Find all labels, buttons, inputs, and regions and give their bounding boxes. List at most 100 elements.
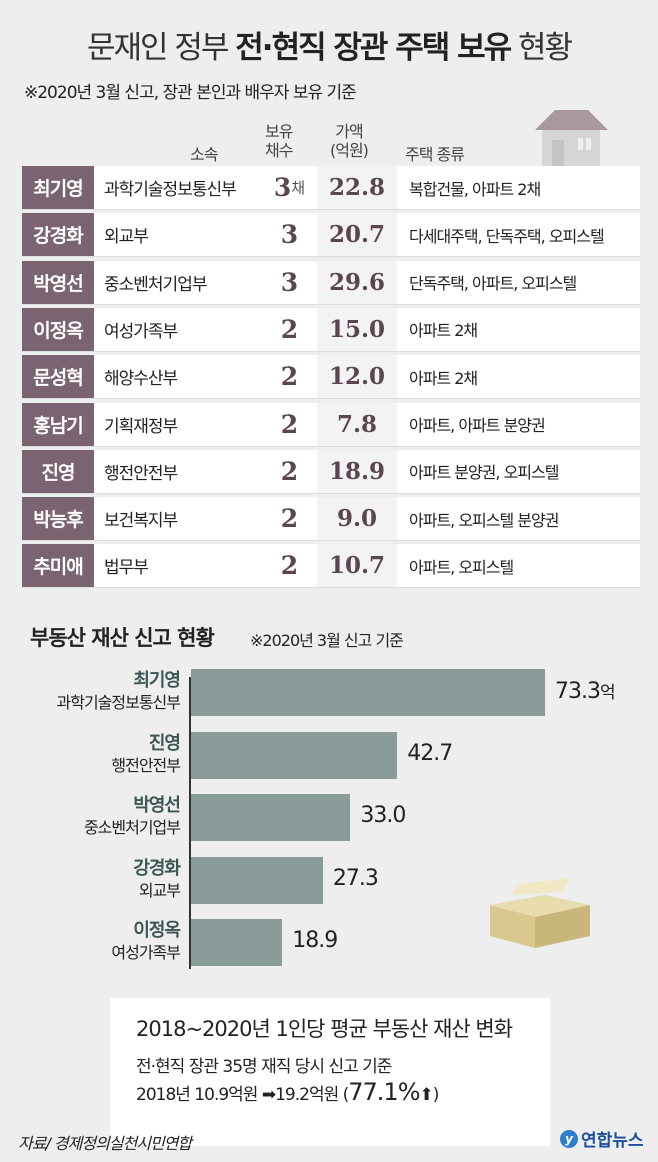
table-row: 박능후 보건복지부 2 9.0 아파트, 오피스텔 분양권 <box>22 497 640 542</box>
minister-name: 홍남기 <box>22 402 94 446</box>
house-type: 아파트, 오피스텔 분양권 <box>409 510 559 530</box>
bar-category: 진영 행전안전부 <box>111 732 181 777</box>
house-type: 단독주택, 아파트, 오피스텔 <box>409 274 577 294</box>
bar-name: 박영선 <box>133 795 181 816</box>
count-value: 2 <box>280 456 299 486</box>
house-count: 2 <box>262 308 317 351</box>
summary-line: 2018년 10.9억원 ➡19.2억원 (77.1%⬆) <box>136 1078 440 1106</box>
chart-title: 부동산 재산 신고 현황 <box>30 626 215 650</box>
ministry: 기획재정부 <box>104 416 178 437</box>
page-title: 문재인 정부 전·현직 장관 주택 보유 현황 <box>0 22 658 67</box>
title-pre: 문재인 정부 <box>86 30 236 66</box>
bar-value-label: 33.0 <box>360 803 406 828</box>
count-value: 2 <box>280 504 299 534</box>
bar-dept: 외교부 <box>138 880 181 900</box>
house-type: 다세대주택, 단독주택, 오피스텔 <box>409 226 605 246</box>
minister-name: 강경화 <box>22 213 94 257</box>
summary-box <box>110 998 550 1146</box>
bar <box>191 856 323 904</box>
bar <box>191 669 545 716</box>
summary-subtitle: 전·현직 장관 35명 재직 당시 신고 기준 <box>136 1057 392 1077</box>
bar-value-label: 42.7 <box>407 740 453 766</box>
table-note: ※2020년 3월 신고, 장관 본인과 배우자 보유 기준 <box>24 83 357 103</box>
bar-value: 73.3 <box>555 679 601 704</box>
logo: y 연합뉴스 <box>560 1126 644 1151</box>
house-value: 29.6 <box>317 260 397 304</box>
count-unit: 채 <box>291 179 306 197</box>
minister-name: 진영 <box>22 449 94 493</box>
summary-close: ) <box>432 1085 440 1105</box>
house-value: 15.0 <box>317 307 397 351</box>
house-count: 2 <box>262 355 317 398</box>
bar-value-label: 73.3억 <box>555 678 616 704</box>
source-text: 자료/ 경제정의실천시민연합 <box>18 1134 192 1153</box>
house-count: 2 <box>262 450 317 493</box>
title-post: 현황 <box>510 30 573 66</box>
count-value: 2 <box>280 314 299 344</box>
header-type: 주택 종류 <box>405 145 465 164</box>
up-arrow-icon: ⬆ <box>419 1085 434 1105</box>
bar-value: 42.7 <box>407 740 453 766</box>
house-value: 22.8 <box>317 166 397 209</box>
header-count: 보유 채수 <box>265 122 293 160</box>
table-row: 홍남기 기획재정부 2 7.8 아파트, 아파트 분양권 <box>22 402 640 447</box>
ministry: 행전안전부 <box>104 463 178 484</box>
bar-name: 최기영 <box>133 670 181 691</box>
house-value: 7.8 <box>317 402 397 446</box>
summary-title: 2018~2020년 1인당 평균 부동산 재산 변화 <box>136 1017 513 1041</box>
table-row: 문성혁 해양수산부 2 12.0 아파트 2채 <box>22 355 640 400</box>
house-value: 18.9 <box>317 449 397 493</box>
house-value: 9.0 <box>317 497 397 541</box>
bar-dept: 중소벤처기업부 <box>83 818 181 837</box>
house-type: 복합건물, 아파트 2채 <box>409 179 541 199</box>
house-count: 3 <box>262 261 317 304</box>
table-row: 추미애 법무부 2 10.7 아파트, 오피스텔 <box>22 544 640 589</box>
bar-value: 18.9 <box>292 928 338 953</box>
bar <box>191 919 283 966</box>
minister-name: 추미애 <box>22 544 94 588</box>
bar <box>191 794 351 841</box>
house-type: 아파트, 오피스텔 <box>409 557 514 577</box>
minister-name: 최기영 <box>22 166 94 209</box>
bar-dept: 과학기술정보통신부 <box>56 693 181 712</box>
table-row: 강경화 외교부 3 20.7 다세대주택, 단독주택, 오피스텔 <box>22 213 640 258</box>
bar-value-label: 18.9 <box>292 928 338 953</box>
summary-pct: 77.1% <box>348 1078 420 1106</box>
house-type: 아파트 2채 <box>409 368 478 388</box>
bar-name: 이정옥 <box>133 920 181 941</box>
house-type: 아파트, 아파트 분양권 <box>409 416 546 435</box>
house-count: 2 <box>262 497 317 540</box>
house-value: 10.7 <box>317 544 397 588</box>
bar-name: 강경화 <box>133 857 181 879</box>
ministry: 여성가족부 <box>104 321 178 342</box>
bar-dept: 행전안전부 <box>111 755 181 775</box>
count-value: 2 <box>280 551 299 581</box>
bar-unit: 억 <box>599 683 616 703</box>
house-value: 20.7 <box>317 213 397 257</box>
bar-category: 강경화 외교부 <box>133 857 181 902</box>
money-stack-icon <box>490 878 590 948</box>
chart-subtitle: ※2020년 3월 신고 기준 <box>250 631 404 650</box>
minister-name: 문성혁 <box>22 355 94 399</box>
table-row: 이정옥 여성가족부 2 15.0 아파트 2채 <box>22 307 640 352</box>
table-row: 진영 행전안전부 2 18.9 아파트 분양권, 오피스텔 <box>22 449 640 494</box>
house-type: 아파트 분양권, 오피스텔 <box>409 463 559 483</box>
house-type: 아파트 2채 <box>409 321 478 341</box>
summary-change: 2018년 10.9억원 ➡19.2억원 ( <box>136 1085 349 1105</box>
bar-value: 27.3 <box>332 865 379 891</box>
header-price: 가액 (억원) <box>330 122 369 160</box>
logo-text: 연합뉴스 <box>581 1131 644 1151</box>
bar-value: 33.0 <box>360 803 406 828</box>
header-dept: 소속 <box>190 145 218 164</box>
bar-name: 진영 <box>148 732 181 754</box>
ministry: 해양수산부 <box>104 369 178 390</box>
count-value: 2 <box>280 362 299 392</box>
bar-value-label: 27.3 <box>332 865 379 891</box>
bar-dept: 여성가족부 <box>111 943 181 962</box>
house-count: 2 <box>262 403 317 446</box>
title-bold: 전·현직 장관 주택 보유 <box>235 30 512 66</box>
